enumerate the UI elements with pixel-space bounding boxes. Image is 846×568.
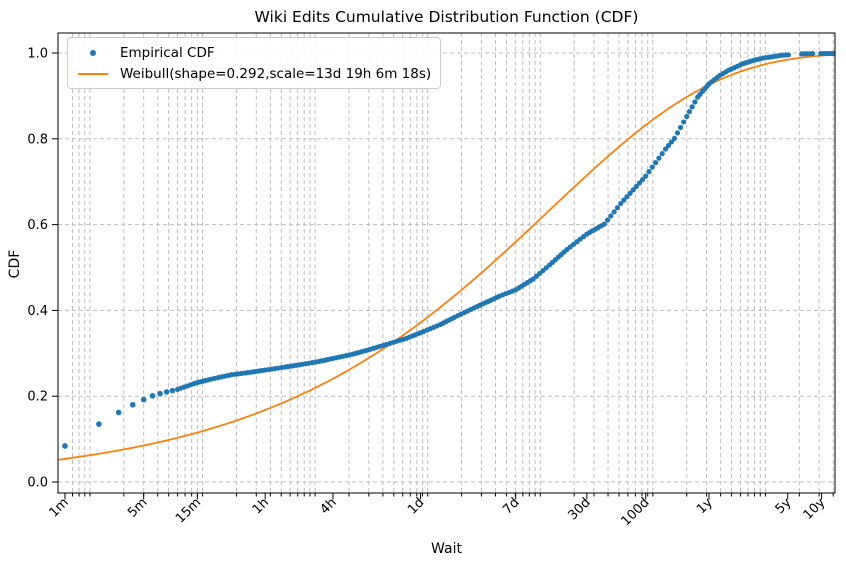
weibull-line-marker-icon [74, 72, 112, 75]
x-tick-label: 1y [694, 495, 716, 517]
y-tick-label: 0.2 [27, 390, 48, 405]
legend: Empirical CDF Weibull(shape=0.292,scale=… [67, 37, 442, 89]
gridlines [58, 33, 835, 493]
y-tick-label: 0.4 [27, 304, 48, 319]
x-tick-label: 30d [566, 495, 594, 523]
legend-label-empirical: Empirical CDF [120, 44, 215, 61]
y-tick-label: 0.0 [27, 476, 48, 491]
y-tick-label: 0.8 [27, 132, 48, 147]
empirical-dot-marker-icon [74, 49, 112, 56]
x-tick-label: 10y [801, 495, 829, 523]
x-tick-label: 5y [773, 495, 795, 517]
y-tick-label: 1.0 [27, 46, 48, 61]
x-tick-label: 1m [46, 495, 71, 520]
x-tick-label: 15m [173, 495, 204, 526]
empirical-series [62, 50, 835, 449]
x-tick-label: 7d [500, 495, 522, 517]
x-axis-label: Wait [431, 541, 462, 557]
weibull-curve [58, 53, 835, 461]
chart-title: Wiki Edits Cumulative Distribution Funct… [254, 8, 639, 26]
plot-border [57, 32, 836, 494]
x-tick-labels: 1m 5m 15m 1h 4h 1d 7d 30d 100d 1y 5y 10y [46, 495, 828, 529]
y-tick-labels: 0.0 0.2 0.4 0.6 0.8 1.0 [27, 46, 48, 490]
legend-item-weibull: Weibull(shape=0.292,scale=13d 19h 6m 18s… [74, 64, 431, 83]
x-tick-label: 1h [250, 495, 272, 517]
y-tick-label: 0.6 [27, 218, 48, 233]
x-tick-label: 4h [317, 495, 339, 517]
legend-label-weibull: Weibull(shape=0.292,scale=13d 19h 6m 18s… [120, 65, 432, 82]
legend-item-empirical: Empirical CDF [74, 43, 431, 62]
x-tick-label: 5m [125, 495, 150, 520]
x-tick-label: 100d [619, 495, 653, 529]
y-axis-label: CDF [7, 249, 23, 279]
axis-ticks [52, 52, 834, 500]
x-tick-label: 1d [405, 495, 427, 517]
